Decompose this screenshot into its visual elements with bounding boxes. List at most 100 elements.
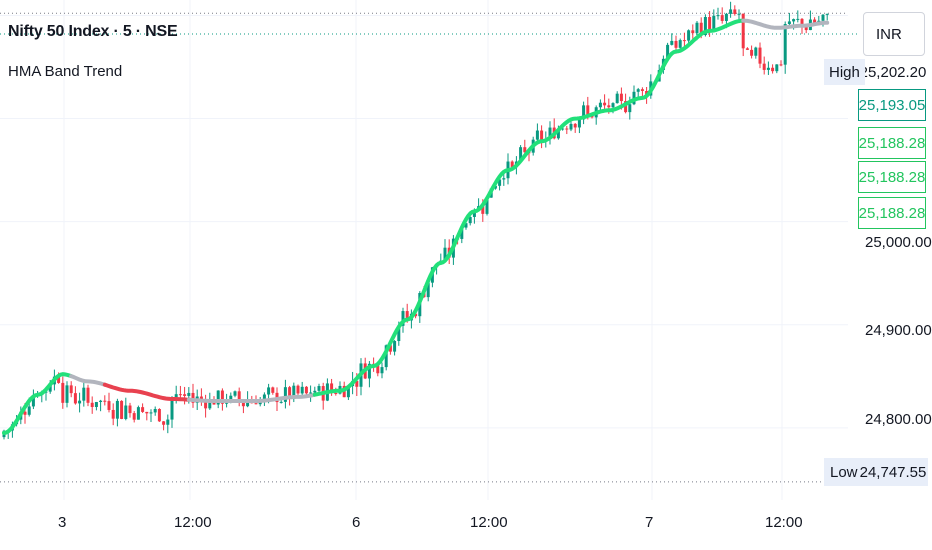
hma-line-segment — [2, 372, 74, 435]
candle-body — [472, 210, 476, 217]
price-box-band-1: 25,188.28 — [858, 127, 926, 159]
candle-body — [136, 407, 140, 420]
candle-body — [86, 387, 90, 403]
candle-body — [523, 147, 527, 153]
candle-body — [792, 19, 796, 22]
candle-body — [779, 64, 783, 66]
candle-body — [191, 392, 195, 403]
candle-body — [556, 129, 560, 139]
candle-body — [57, 376, 61, 383]
candle-body — [800, 18, 804, 26]
candle-body — [317, 386, 321, 391]
candle-body — [90, 402, 94, 408]
candle-body — [766, 67, 770, 70]
candle-body — [120, 400, 124, 419]
candle-body — [254, 403, 258, 405]
candle-body — [99, 400, 103, 403]
candle-body — [615, 93, 619, 104]
candle-body — [771, 67, 775, 72]
candle-body — [695, 22, 699, 34]
hma-line-segment — [312, 18, 746, 397]
candle-body — [162, 421, 166, 425]
candle-body — [271, 387, 275, 393]
symbol-title[interactable]: Nifty 50 Index · 5 · NSE — [8, 23, 178, 40]
hma-line-segment — [186, 392, 317, 403]
candle-body — [94, 402, 98, 408]
candle-body — [220, 390, 224, 404]
currency-button[interactable]: INR — [863, 12, 925, 56]
indicator-name[interactable]: HMA Band Trend — [8, 63, 123, 80]
hma-line-segment — [741, 18, 830, 30]
candle-body — [624, 101, 628, 113]
time-axis-label: 12:00 — [470, 514, 508, 531]
candle-body — [737, 13, 741, 15]
candle-body — [750, 49, 754, 56]
candle-body — [586, 105, 590, 115]
candle-body — [510, 161, 514, 168]
candle-body — [414, 313, 418, 317]
hma-line-segment — [102, 382, 191, 402]
candle-body — [699, 22, 703, 36]
candle-body — [573, 123, 577, 128]
candle-body — [481, 206, 485, 214]
candle-body — [813, 19, 817, 24]
candle-body — [775, 64, 779, 72]
candle-body — [825, 13, 829, 15]
price-box-band-2: 25,188.28 — [858, 161, 926, 193]
candle-body — [262, 394, 266, 401]
candle-body — [199, 396, 203, 400]
candle-body — [65, 385, 69, 403]
candle-body — [187, 392, 191, 396]
candle-body — [267, 387, 271, 395]
price-box-band-3: 25,188.28 — [858, 197, 926, 229]
low-tag: Low — [824, 458, 864, 486]
candle-body — [468, 216, 472, 224]
candle-body — [78, 400, 82, 404]
candle-body — [577, 119, 581, 128]
candle-body — [678, 40, 682, 48]
candle-body — [796, 18, 800, 20]
candle-body — [393, 341, 397, 352]
candle-body — [157, 409, 161, 422]
candle-body — [31, 395, 35, 407]
candle-body — [716, 15, 720, 17]
candle-body — [233, 391, 237, 396]
candle-body — [569, 123, 573, 130]
candle-body — [376, 365, 380, 374]
candle-body — [149, 412, 153, 414]
candle-body — [216, 390, 220, 405]
candle-body — [405, 311, 409, 321]
candle-body — [178, 394, 182, 396]
candle-body — [741, 13, 745, 49]
candle-body — [561, 128, 565, 130]
candle-body — [674, 40, 678, 48]
candle-body — [174, 394, 178, 398]
candle-body — [636, 89, 640, 92]
low-value-label: 24,747.55 — [858, 458, 928, 486]
candle-body — [670, 40, 674, 45]
candle-body — [787, 21, 791, 25]
candle-body — [712, 15, 716, 31]
candle-body — [758, 47, 762, 64]
time-axis-label: 12:00 — [765, 514, 803, 531]
candle-body — [703, 17, 707, 36]
candle-body — [313, 390, 317, 393]
candle-body — [720, 15, 724, 21]
candle-body — [346, 386, 350, 398]
candle-body — [724, 13, 728, 21]
high-value-label: 25,202.20 — [859, 63, 927, 81]
candle-body — [283, 387, 287, 402]
candle-body — [183, 394, 187, 396]
candle-body — [73, 393, 77, 404]
candle-body — [355, 380, 359, 387]
candle-body — [598, 102, 602, 108]
candle-body — [229, 395, 233, 400]
candle-body — [729, 9, 733, 14]
candle-body — [498, 179, 502, 186]
candle-body — [288, 387, 292, 399]
candle-body — [27, 406, 31, 415]
candle-body — [540, 130, 544, 141]
candle-body — [485, 197, 489, 214]
candle-body — [141, 407, 145, 412]
